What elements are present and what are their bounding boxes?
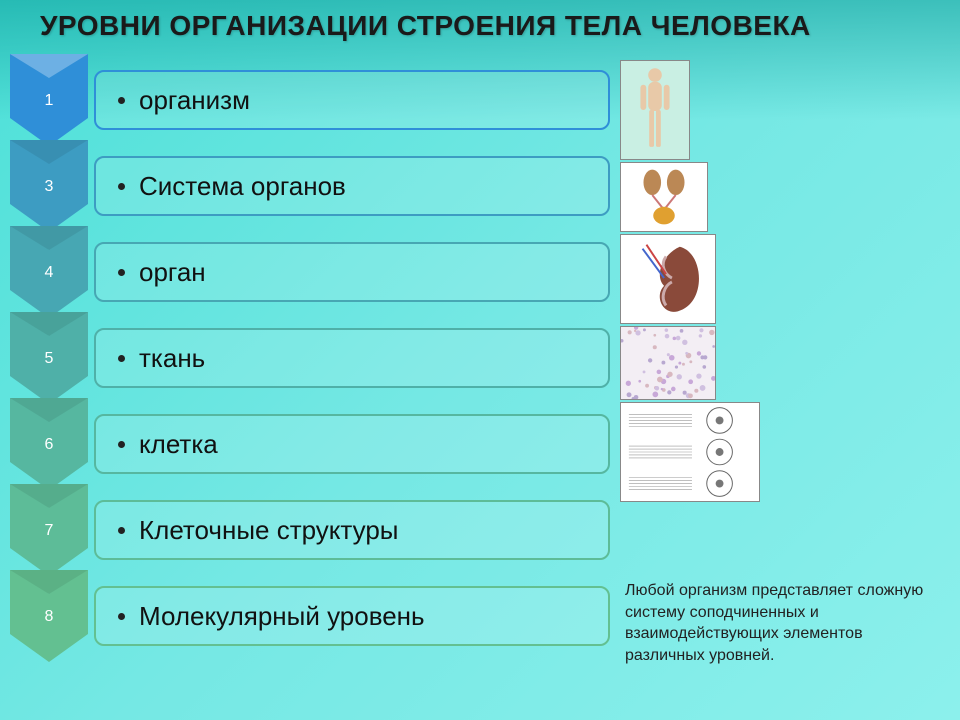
level-label: клетка <box>139 429 218 460</box>
bullet-icon <box>118 613 125 620</box>
level-number: 3 <box>10 178 88 196</box>
bullet-icon <box>118 355 125 362</box>
bullet-icon <box>118 183 125 190</box>
level-number: 5 <box>10 350 88 368</box>
chevron-icon: 8 <box>10 574 88 658</box>
level-row: 3 Система органов <box>10 144 610 228</box>
bullet-icon <box>118 97 125 104</box>
level-number: 8 <box>10 608 88 626</box>
level-number: 1 <box>10 92 88 110</box>
level-number: 4 <box>10 264 88 282</box>
cells-chart-image <box>620 402 760 502</box>
level-pill: Молекулярный уровень <box>94 586 610 646</box>
bullet-icon <box>118 441 125 448</box>
level-row: 1 организм <box>10 58 610 142</box>
level-label: организм <box>139 85 250 116</box>
level-label: Система органов <box>139 171 346 202</box>
illustrations-column <box>620 60 760 504</box>
level-label: Молекулярный уровень <box>139 601 425 632</box>
chevron-icon: 3 <box>10 144 88 228</box>
level-label: ткань <box>139 343 205 374</box>
organ-system-image <box>620 162 708 232</box>
level-pill: орган <box>94 242 610 302</box>
level-label: орган <box>139 257 206 288</box>
bullet-icon <box>118 527 125 534</box>
level-row: 4 орган <box>10 230 610 314</box>
tissue-image <box>620 326 716 400</box>
human-body-image <box>620 60 690 160</box>
level-pill: организм <box>94 70 610 130</box>
chevron-icon: 7 <box>10 488 88 572</box>
kidney-image <box>620 234 716 324</box>
chevron-icon: 5 <box>10 316 88 400</box>
bullet-icon <box>118 269 125 276</box>
slide-title: УРОВНИ ОРГАНИЗАЦИИ СТРОЕНИЯ ТЕЛА ЧЕЛОВЕК… <box>40 10 940 42</box>
levels-list: 1 организм 3 Система органов 4 орган 5 ткань 6 кл… <box>10 58 610 660</box>
level-row: 5 ткань <box>10 316 610 400</box>
level-number: 7 <box>10 522 88 540</box>
level-pill: клетка <box>94 414 610 474</box>
level-label: Клеточные структуры <box>139 515 399 546</box>
level-pill: ткань <box>94 328 610 388</box>
chevron-icon: 1 <box>10 58 88 142</box>
chevron-icon: 6 <box>10 402 88 486</box>
level-row: 7 Клеточные структуры <box>10 488 610 572</box>
footnote-text: Любой организм представляет сложную сист… <box>625 580 935 666</box>
level-pill: Клеточные структуры <box>94 500 610 560</box>
level-pill: Система органов <box>94 156 610 216</box>
level-number: 6 <box>10 436 88 454</box>
level-row: 6 клетка <box>10 402 610 486</box>
chevron-icon: 4 <box>10 230 88 314</box>
level-row: 8 Молекулярный уровень <box>10 574 610 658</box>
